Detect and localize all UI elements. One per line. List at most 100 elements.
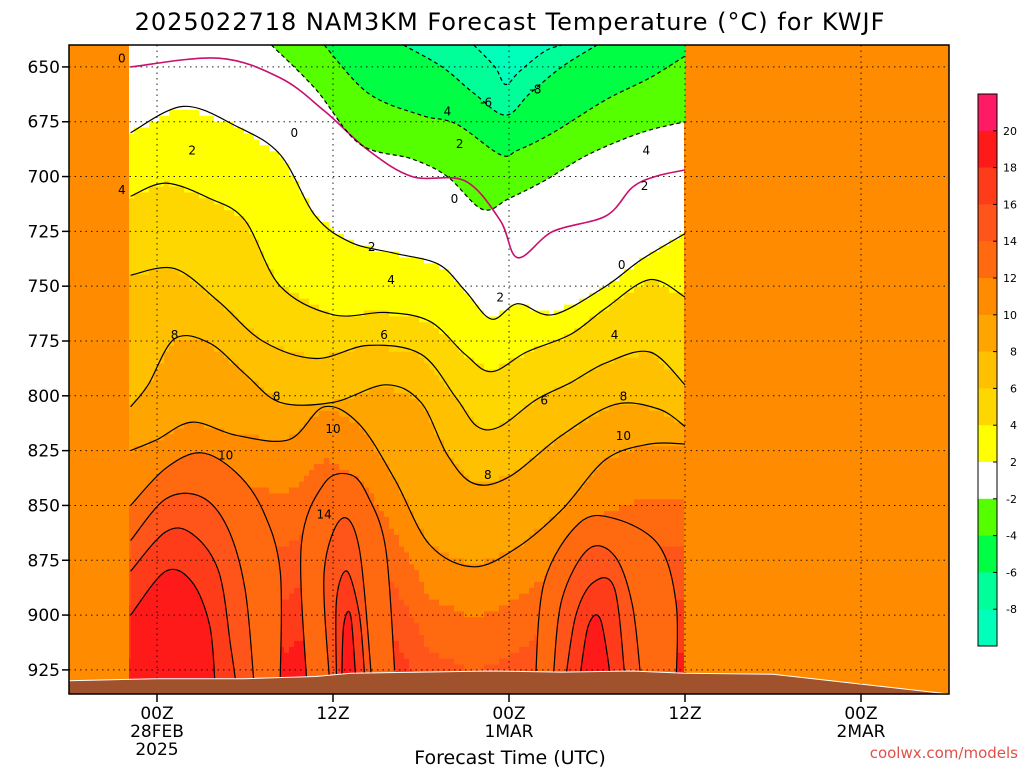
temperature-cell: [189, 157, 195, 164]
temperature-cell: [84, 281, 90, 288]
temperature-cell: [244, 151, 250, 158]
temperature-cell: [284, 587, 290, 595]
temperature-cell: [119, 617, 125, 624]
temperature-cell: [69, 121, 75, 129]
temperature-cell: [199, 50, 205, 58]
temperature-cell: [104, 605, 110, 612]
temperature-cell: [269, 275, 275, 282]
temperature-cell: [289, 458, 295, 465]
temperature-cell: [184, 428, 190, 435]
temperature-cell: [179, 80, 185, 87]
temperature-cell: [164, 139, 170, 146]
temperature-cell: [189, 351, 195, 359]
temperature-cell: [239, 298, 245, 306]
temperature-cell: [169, 239, 175, 247]
temperature-cell: [119, 452, 125, 459]
temperature-cell: [144, 192, 150, 199]
temperature-cell: [279, 257, 285, 264]
temperature-cell: [89, 469, 95, 477]
temperature-cell: [159, 298, 165, 306]
temperature-cell: [159, 45, 165, 52]
temperature-cell: [284, 334, 290, 341]
temperature-cell: [269, 133, 275, 140]
temperature-cell: [264, 56, 270, 64]
temperature-cell: [79, 505, 85, 512]
temperature-cell: [119, 316, 125, 323]
temperature-cell: [269, 145, 275, 152]
temperature-cell: [224, 222, 230, 229]
temperature-cell: [184, 133, 190, 140]
temperature-cell: [269, 192, 275, 199]
temperature-cell: [154, 216, 160, 223]
temperature-cell: [174, 133, 180, 140]
temperature-cell: [239, 121, 245, 129]
temperature-cell: [274, 328, 280, 335]
temperature-cell: [109, 133, 115, 140]
temperature-cell: [84, 576, 90, 583]
temperature-cell: [279, 204, 285, 211]
temperature-cell: [69, 522, 75, 530]
temperature-cell: [204, 428, 210, 435]
temperature-cell: [214, 192, 220, 199]
temperature-cell: [109, 475, 115, 483]
temperature-cell: [179, 151, 185, 158]
temperature-cell: [84, 121, 90, 129]
temperature-cell: [144, 115, 150, 123]
temperature-cell: [284, 393, 290, 400]
temperature-cell: [129, 369, 135, 376]
temperature-cell: [214, 399, 220, 406]
temperature-cell: [89, 552, 95, 559]
temperature-cell: [69, 629, 75, 636]
temperature-cell: [94, 593, 100, 601]
temperature-cell: [104, 452, 110, 459]
temperature-cell: [179, 410, 185, 418]
temperature-cell: [199, 174, 205, 182]
temperature-cell: [269, 410, 275, 418]
temperature-cell: [89, 239, 95, 247]
temperature-cell: [284, 109, 290, 117]
temperature-cell: [144, 180, 150, 188]
temperature-cell: [289, 605, 295, 612]
temperature-cell: [164, 133, 170, 140]
temperature-cell: [89, 540, 95, 548]
temperature-cell: [209, 151, 215, 158]
temperature-cell: [194, 145, 200, 152]
temperature-cell: [289, 251, 295, 258]
temperature-cell: [114, 458, 120, 465]
temperature-cell: [124, 581, 130, 589]
temperature-cell: [104, 174, 110, 182]
temperature-cell: [244, 363, 250, 371]
temperature-cell: [159, 322, 165, 329]
temperature-cell: [199, 62, 205, 70]
temperature-cell: [269, 127, 275, 135]
temperature-cell: [79, 422, 85, 430]
temperature-cell: [109, 180, 115, 188]
temperature-cell: [84, 310, 90, 317]
temperature-cell: [289, 316, 295, 323]
temperature-cell: [89, 74, 95, 81]
temperature-cell: [184, 74, 190, 81]
temperature-cell: [129, 216, 135, 223]
temperature-cell: [89, 422, 95, 430]
temperature-cell: [274, 493, 280, 500]
temperature-cell: [279, 345, 285, 353]
temperature-cell: [294, 192, 300, 199]
temperature-cell: [269, 222, 275, 229]
temperature-cell: [189, 121, 195, 129]
temperature-cell: [69, 334, 75, 341]
temperature-cell: [294, 92, 300, 99]
temperature-cell: [99, 640, 105, 648]
temperature-cell: [229, 292, 235, 300]
temperature-cell: [189, 68, 195, 76]
temperature-cell: [289, 422, 295, 430]
temperature-cell: [249, 387, 255, 394]
temperature-cell: [179, 286, 185, 294]
temperature-cell: [134, 375, 140, 382]
temperature-cell: [274, 68, 280, 76]
temperature-cell: [254, 251, 260, 258]
temperature-cell: [89, 458, 95, 465]
temperature-cell: [154, 192, 160, 199]
temperature-cell: [194, 269, 200, 276]
temperature-cell: [244, 316, 250, 323]
temperature-cell: [259, 328, 265, 335]
